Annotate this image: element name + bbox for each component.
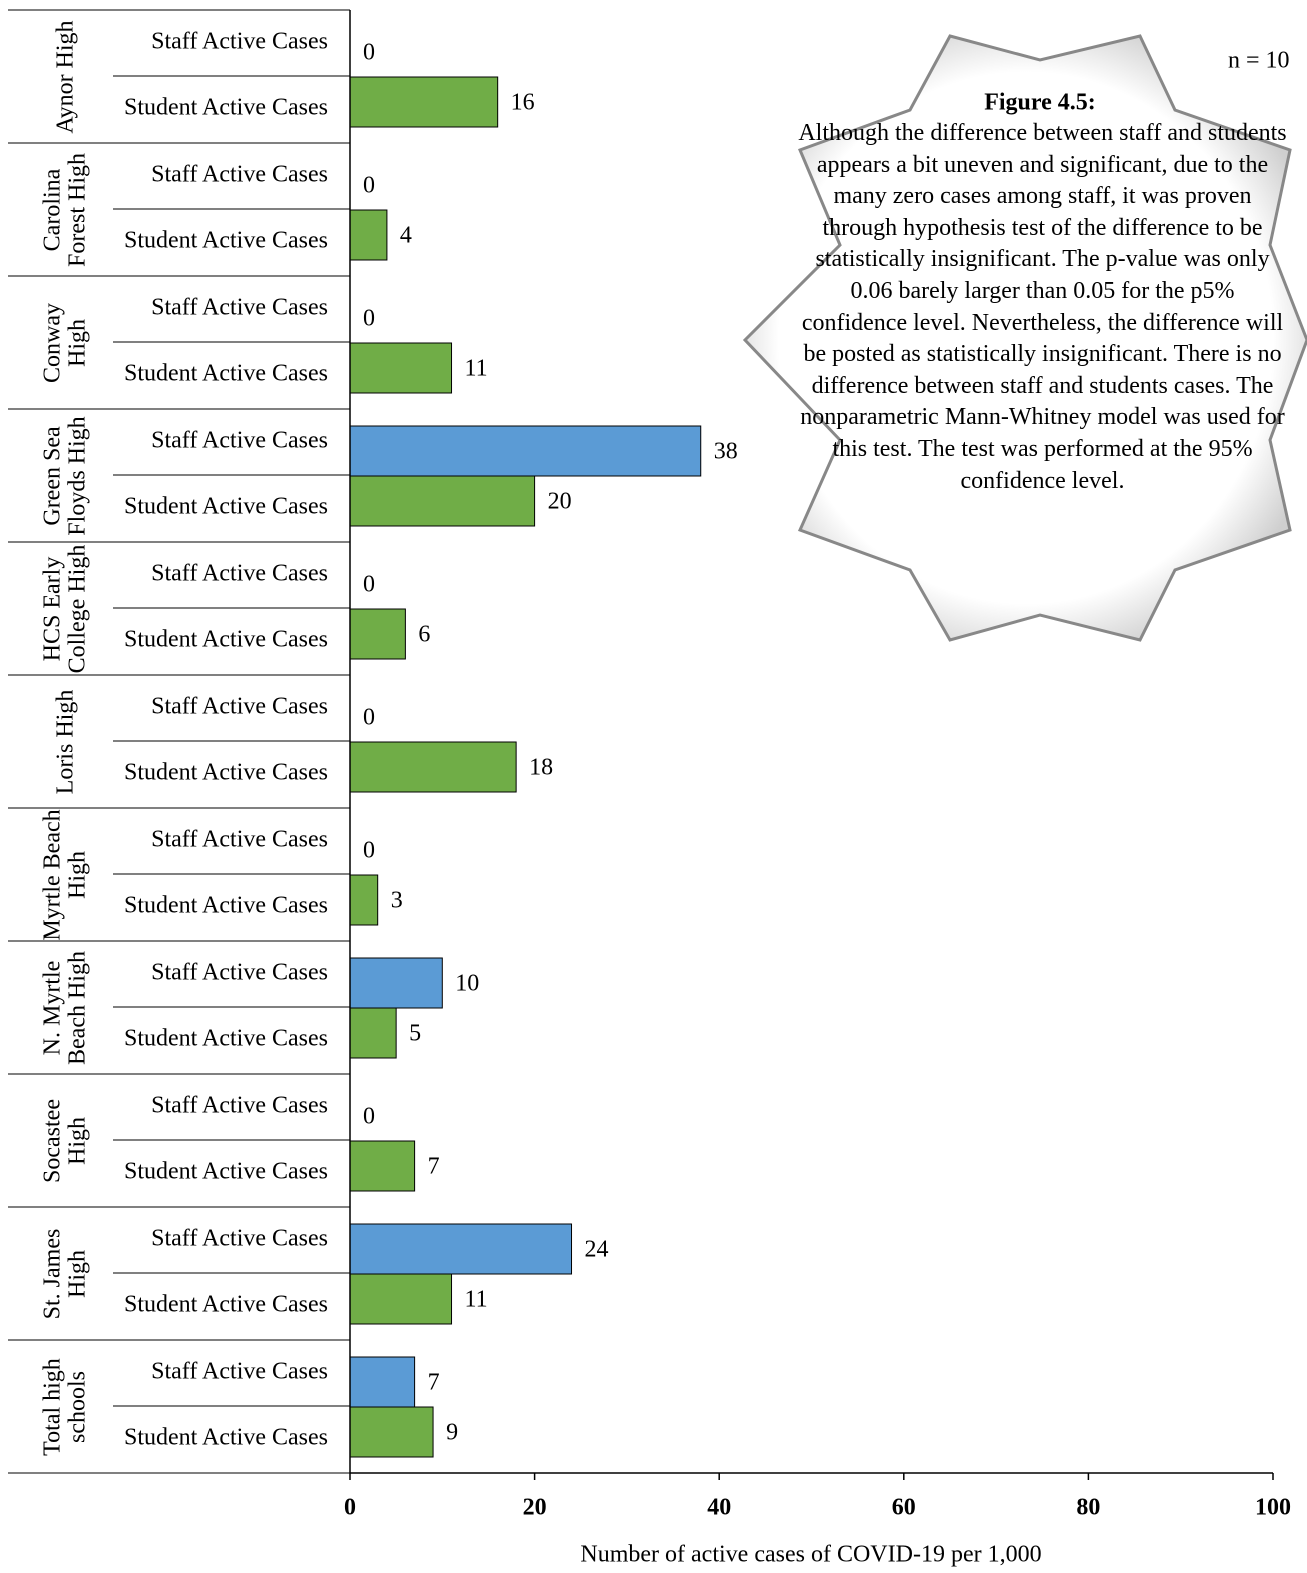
bar	[349, 1223, 573, 1275]
series-label: Staff Active Cases	[151, 561, 328, 587]
group-label: Conway High	[39, 302, 90, 383]
value-label: 0	[363, 306, 375, 332]
series-label: Staff Active Cases	[151, 1093, 328, 1119]
series-label: Staff Active Cases	[151, 1226, 328, 1252]
annotation-title: Figure 4.5:	[984, 90, 1096, 116]
series-label: Staff Active Cases	[151, 162, 328, 188]
series-label: Student Active Cases	[124, 1159, 328, 1185]
x-tick-label: 20	[523, 1495, 547, 1521]
value-label: 7	[428, 1370, 440, 1396]
value-label: 10	[455, 971, 479, 997]
value-label: 0	[363, 40, 375, 66]
group-label: Loris High	[51, 689, 78, 794]
value-label: 18	[529, 755, 553, 781]
series-label: Staff Active Cases	[151, 694, 328, 720]
group-label: St. James High	[39, 1228, 90, 1319]
bar	[349, 209, 388, 261]
group-label: Socastee High	[39, 1098, 90, 1183]
value-label: 5	[409, 1021, 421, 1047]
bar	[349, 957, 443, 1009]
series-label: Student Active Cases	[124, 1292, 328, 1318]
value-label: 6	[418, 622, 430, 648]
annotation-text: Although the difference between staff an…	[798, 120, 1287, 494]
x-axis-label: Number of active cases of COVID-19 per 1…	[580, 1542, 1041, 1568]
value-label: 4	[400, 223, 412, 249]
series-label: Student Active Cases	[124, 893, 328, 919]
group-label: Myrtle Beach High	[39, 808, 90, 941]
series-label: Staff Active Cases	[151, 827, 328, 853]
note: n = 10	[1228, 48, 1290, 74]
series-label: Student Active Cases	[124, 95, 328, 121]
group-label: Green Sea Floyds High	[39, 415, 90, 536]
bar	[349, 1140, 416, 1192]
series-label: Student Active Cases	[124, 1425, 328, 1451]
value-label: 0	[363, 572, 375, 598]
bar	[349, 425, 702, 477]
group-label: Carolina Forest High	[39, 152, 90, 267]
series-label: Student Active Cases	[124, 1026, 328, 1052]
value-label: 16	[511, 90, 535, 116]
value-label: 0	[363, 838, 375, 864]
value-label: 0	[363, 173, 375, 199]
series-label: Staff Active Cases	[151, 428, 328, 454]
series-label: Student Active Cases	[124, 627, 328, 653]
bar	[349, 1356, 416, 1408]
group-label: HCS Early College High	[39, 544, 90, 673]
value-label: 11	[465, 356, 488, 382]
series-label: Staff Active Cases	[151, 960, 328, 986]
value-label: 20	[548, 489, 572, 515]
value-label: 3	[391, 888, 403, 914]
group-label: Aynor High	[51, 19, 78, 134]
bar	[349, 1406, 434, 1458]
value-label: 9	[446, 1420, 458, 1446]
annotation-box: Although the difference between staff an…	[798, 120, 1287, 494]
series-label: Student Active Cases	[124, 494, 328, 520]
bar	[349, 874, 379, 926]
bar	[349, 741, 517, 793]
x-tick-label: 40	[707, 1495, 731, 1521]
value-label: 24	[585, 1237, 609, 1263]
callout-star	[742, 34, 1307, 642]
value-label: 7	[428, 1154, 440, 1180]
series-label: Student Active Cases	[124, 760, 328, 786]
value-label: 38	[714, 439, 738, 465]
bar	[349, 76, 499, 128]
value-label: 0	[363, 705, 375, 731]
series-label: Staff Active Cases	[151, 1359, 328, 1385]
bar	[349, 475, 536, 527]
series-label: Student Active Cases	[124, 228, 328, 254]
x-tick-label: 80	[1076, 1495, 1100, 1521]
series-label: Staff Active Cases	[151, 295, 328, 321]
bar	[349, 1007, 397, 1059]
series-label: Student Active Cases	[124, 361, 328, 387]
x-tick-label: 100	[1255, 1495, 1291, 1521]
series-label: Staff Active Cases	[151, 29, 328, 55]
bar	[349, 342, 453, 394]
value-label: 11	[465, 1287, 488, 1313]
group-label: Total high schools	[39, 1357, 90, 1456]
group-label: N. Myrtle Beach High	[39, 950, 90, 1065]
x-tick-label: 60	[892, 1495, 916, 1521]
value-label: 0	[363, 1104, 375, 1130]
bar	[349, 608, 406, 660]
x-tick-label: 0	[344, 1495, 356, 1521]
bar	[349, 1273, 453, 1325]
